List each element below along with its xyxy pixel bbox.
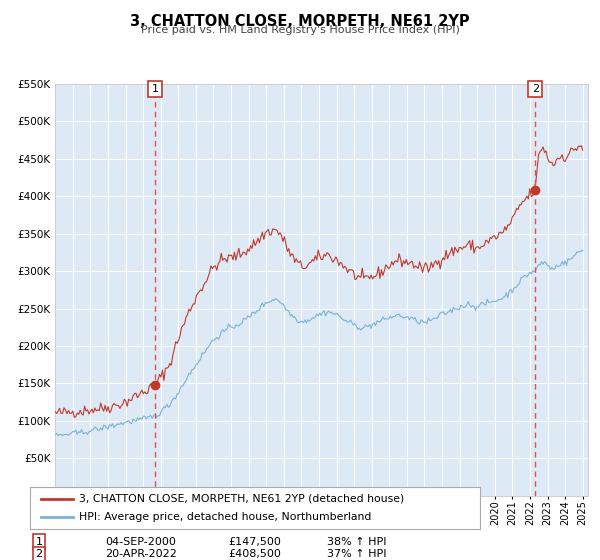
Text: 3, CHATTON CLOSE, MORPETH, NE61 2YP (detached house): 3, CHATTON CLOSE, MORPETH, NE61 2YP (det… [79, 494, 404, 504]
Text: 3, CHATTON CLOSE, MORPETH, NE61 2YP: 3, CHATTON CLOSE, MORPETH, NE61 2YP [130, 14, 470, 29]
Text: £147,500: £147,500 [228, 536, 281, 547]
Text: 37% ↑ HPI: 37% ↑ HPI [327, 549, 386, 559]
Text: Price paid vs. HM Land Registry's House Price Index (HPI): Price paid vs. HM Land Registry's House … [140, 25, 460, 35]
Text: 20-APR-2022: 20-APR-2022 [105, 549, 177, 559]
Text: £408,500: £408,500 [228, 549, 281, 559]
Text: 1: 1 [151, 84, 158, 94]
Text: 1: 1 [35, 536, 43, 547]
Text: 2: 2 [35, 549, 43, 559]
Text: 2: 2 [532, 84, 539, 94]
Text: HPI: Average price, detached house, Northumberland: HPI: Average price, detached house, Nort… [79, 512, 371, 522]
Text: 38% ↑ HPI: 38% ↑ HPI [327, 536, 386, 547]
Text: 04-SEP-2000: 04-SEP-2000 [105, 536, 176, 547]
